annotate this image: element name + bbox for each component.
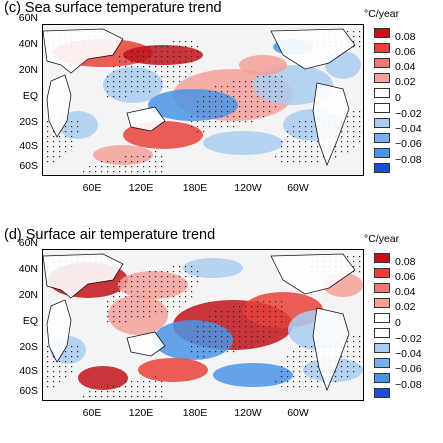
- colorbar-swatch: [374, 313, 390, 323]
- trend-region: [203, 131, 283, 155]
- colorbar-tick-label: −0.06: [395, 138, 422, 150]
- panel-title: (c) Sea surface temperature trend: [4, 0, 222, 16]
- colorbar-tick-label: 0.02: [395, 301, 416, 313]
- trend-region: [78, 366, 128, 390]
- trend-region: [153, 320, 233, 360]
- colorbar-swatch: [374, 88, 390, 98]
- colorbar-swatch: [374, 373, 390, 383]
- trend-region: [239, 55, 287, 75]
- y-tick-label: 60S: [19, 160, 38, 172]
- y-tick-label: 40S: [19, 365, 38, 377]
- colorbar-swatch: [374, 28, 390, 38]
- x-tick-label: 60W: [287, 407, 309, 419]
- colorbar-tick-label: 0: [395, 317, 401, 329]
- colorbar-swatch: [374, 133, 390, 143]
- x-tick-label: 60E: [82, 407, 102, 419]
- colorbar-swatch: [374, 268, 390, 278]
- panel-sst: (c) Sea surface temperature trend 60N 40…: [0, 0, 443, 221]
- y-tick-label: EQ: [22, 315, 38, 327]
- colorbar-tick-label: 0.08: [395, 256, 416, 268]
- trend-region: [138, 358, 208, 382]
- sat-coastlines: [43, 253, 356, 392]
- colorbar-tick-label: 0: [395, 92, 401, 104]
- colorbar-swatch: [374, 163, 390, 173]
- sat-map-svg: [43, 253, 363, 398]
- y-tick-label: 60N: [18, 12, 38, 24]
- colorbar-swatch: [374, 58, 390, 68]
- trend-region: [123, 45, 203, 65]
- colorbar-tick-label: −0.02: [395, 108, 422, 120]
- x-tick-label: 180E: [182, 407, 208, 419]
- colorbar-tick-label: −0.08: [395, 379, 422, 391]
- y-tick-label: 40S: [19, 140, 38, 152]
- colorbar-tick-label: 0.04: [395, 61, 416, 73]
- x-tick-label: 120E: [128, 407, 154, 419]
- x-tick-label: 60E: [82, 182, 102, 194]
- y-tick-label: 40N: [18, 38, 38, 50]
- sst-map-svg: [43, 28, 361, 173]
- y-tick-label: 40N: [18, 263, 38, 275]
- colorbar-swatch: [374, 253, 390, 263]
- x-tick-label: 120W: [234, 407, 262, 419]
- colorbar-swatch: [374, 388, 390, 398]
- x-tick-label: 120W: [234, 182, 262, 194]
- sat-map: [42, 249, 364, 401]
- colorbar-tick-label: −0.08: [395, 154, 422, 166]
- trend-region: [108, 295, 168, 335]
- panel-title: (d) Surface air temperature trend: [4, 227, 216, 243]
- colorbar-tick-label: −0.04: [395, 348, 422, 360]
- colorbar-unit: °C/year: [364, 233, 400, 245]
- colorbar-swatch: [374, 328, 390, 338]
- trend-region: [253, 65, 333, 105]
- colorbar-swatch: [374, 73, 390, 83]
- x-tick-label: 120E: [128, 182, 154, 194]
- colorbar-swatch: [374, 358, 390, 368]
- trend-region: [58, 111, 98, 139]
- colorbar-tick-label: 0.06: [395, 271, 416, 283]
- panel-sat: (d) Surface air temperature trend 60N 40…: [0, 221, 443, 442]
- trend-region: [93, 145, 153, 165]
- colorbar-tick-label: 0.02: [395, 76, 416, 88]
- trend-region: [118, 271, 188, 299]
- y-tick-label: 20S: [19, 116, 38, 128]
- colorbar-tick-label: −0.04: [395, 123, 422, 135]
- y-tick-label: 20N: [18, 289, 38, 301]
- colorbar-swatch: [374, 148, 390, 158]
- x-tick-label: 180E: [182, 182, 208, 194]
- colorbar-tick-label: 0.04: [395, 286, 416, 298]
- y-tick-label: 60S: [19, 385, 38, 397]
- colorbar-tick-label: 0.08: [395, 31, 416, 43]
- colorbar-tick-label: −0.06: [395, 363, 422, 375]
- colorbar-tick-label: 0.06: [395, 46, 416, 58]
- y-tick-label: EQ: [22, 90, 38, 102]
- x-tick-label: 60W: [287, 182, 309, 194]
- sst-map: [42, 24, 364, 176]
- y-tick-label: 60N: [18, 237, 38, 249]
- trend-region: [183, 258, 243, 278]
- sst-coastlines: [43, 28, 356, 167]
- colorbar-unit: °C/year: [364, 8, 400, 20]
- y-tick-label: 20N: [18, 64, 38, 76]
- colorbar-swatch: [374, 118, 390, 128]
- colorbar-tick-label: −0.02: [395, 333, 422, 345]
- colorbar-swatch: [374, 43, 390, 53]
- colorbar-swatch: [374, 283, 390, 293]
- y-tick-label: 20S: [19, 341, 38, 353]
- colorbar-swatch: [374, 298, 390, 308]
- trend-region: [213, 363, 293, 387]
- trend-region: [103, 67, 163, 103]
- colorbar-swatch: [374, 343, 390, 353]
- colorbar-swatch: [374, 103, 390, 113]
